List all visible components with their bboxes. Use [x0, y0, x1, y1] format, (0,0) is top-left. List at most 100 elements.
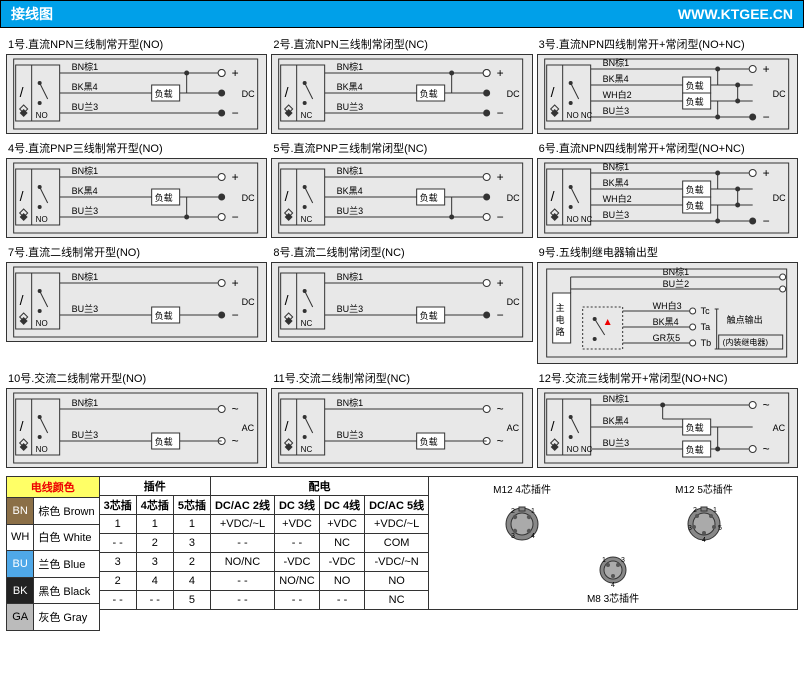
connector-m8-3: 1 3 4 M8 3芯插件	[431, 550, 795, 605]
schematic: / NO NCBN棕1+BK黑4 负载 WH白2 负载 BU兰3−DC	[537, 158, 798, 238]
diagram-2: 2号.直流NPN三线制常闭型(NC) / NCBN棕1+BK黑4 负载 BU兰3…	[271, 34, 532, 134]
svg-text:BN棕1: BN棕1	[337, 271, 364, 282]
svg-text:BU兰3: BU兰3	[602, 437, 629, 448]
diagram-7: 7号.直流二线制常开型(NO) / NOBN棕1+BU兰3− 负载DC	[6, 242, 267, 364]
svg-text:~: ~	[232, 434, 239, 448]
svg-text:负载: 负载	[685, 444, 703, 455]
svg-text:负载: 负载	[420, 192, 438, 203]
swatch-name: 黑色 Black	[34, 577, 99, 604]
svg-text:NO: NO	[36, 319, 48, 328]
diagram-title: 9号.五线制继电器输出型	[537, 242, 798, 262]
svg-text:BU兰3: BU兰3	[602, 209, 629, 220]
swatch-name: 兰色 Blue	[34, 551, 99, 578]
diagram-3: 3号.直流NPN四线制常开+常闭型(NO+NC) / NO NCBN棕1+BK黑…	[537, 34, 798, 134]
svg-text:WH白3: WH白3	[652, 300, 681, 311]
svg-text:Ta: Ta	[700, 322, 710, 332]
diagram-5: 5号.直流PNP三线制常闭型(NC) / NCBN棕1+BK黑4 负载 BU兰3…	[271, 138, 532, 238]
svg-text:负载: 负载	[155, 88, 173, 99]
svg-text:DC: DC	[772, 89, 785, 99]
swatch-code: BK	[7, 577, 34, 604]
plug-table: 插件 3芯插4芯插5芯插 111- -23332244- -- -5	[99, 476, 211, 610]
svg-text:2: 2	[693, 507, 697, 514]
svg-text:BU兰3: BU兰3	[72, 101, 99, 112]
svg-text:负载: 负载	[685, 96, 703, 107]
svg-text:NC: NC	[301, 111, 313, 120]
svg-text:NO: NO	[36, 215, 48, 224]
svg-text:/: /	[20, 188, 24, 204]
svg-text:~: ~	[232, 402, 239, 416]
svg-text:BU兰3: BU兰3	[72, 205, 99, 216]
svg-text:4: 4	[611, 582, 615, 589]
svg-text:BN棕1: BN棕1	[72, 165, 99, 176]
svg-text:+: +	[497, 170, 504, 184]
header-bar: 接线图 WWW.KTGEE.CN	[0, 0, 804, 28]
diagrams-grid: 1号.直流NPN三线制常开型(NO) / NOBN棕1+BK黑4 负载 BU兰3…	[0, 28, 804, 474]
svg-text:电: 电	[555, 314, 564, 325]
diagram-title: 6号.直流NPN四线制常开+常闭型(NO+NC)	[537, 138, 798, 158]
svg-text:WH白2: WH白2	[602, 193, 631, 204]
svg-text:3: 3	[621, 557, 625, 564]
svg-text:触点输出: 触点输出	[726, 314, 762, 325]
diagram-title: 3号.直流NPN四线制常开+常闭型(NO+NC)	[537, 34, 798, 54]
svg-text:BK黑4: BK黑4	[652, 317, 678, 327]
svg-text:负载: 负载	[685, 200, 703, 211]
svg-text:BN棕1: BN棕1	[602, 161, 629, 172]
svg-text:2: 2	[511, 508, 515, 515]
svg-text:−: −	[497, 106, 504, 120]
svg-text:AC: AC	[507, 423, 520, 433]
svg-text:/: /	[285, 188, 289, 204]
svg-text:BN棕1: BN棕1	[72, 61, 99, 72]
diagram-title: 12号.交流三线制常开+常闭型(NO+NC)	[537, 368, 798, 388]
svg-text:BU兰3: BU兰3	[337, 101, 364, 112]
svg-text:/: /	[550, 418, 554, 434]
swatch-code: BN	[7, 498, 34, 525]
svg-text:GR灰5: GR灰5	[652, 332, 680, 343]
svg-text:负载: 负载	[155, 310, 173, 321]
svg-text:WH白2: WH白2	[602, 89, 631, 100]
connector-m12-4: M12 4芯插件 2 1 3 4	[493, 481, 551, 546]
svg-text:BK黑4: BK黑4	[602, 178, 628, 188]
svg-text:−: −	[762, 110, 769, 124]
svg-text:+: +	[232, 276, 239, 290]
svg-text:DC: DC	[242, 297, 255, 307]
svg-text:BU兰3: BU兰3	[72, 429, 99, 440]
svg-text:NC: NC	[301, 215, 313, 224]
diagram-9: 9号.五线制继电器输出型 主电路 BN棕1 BU兰2 WH白3Tc BK黑4Ta…	[537, 242, 798, 364]
svg-text:+: +	[762, 62, 769, 76]
svg-text:−: −	[232, 210, 239, 224]
schematic: / NOBN棕1~BU兰3~ 负载AC	[6, 388, 267, 468]
color-table: 电线颜色 BN 棕色 BrownWH 白色 WhiteBU 兰色 BlueBK …	[6, 476, 100, 631]
svg-text:负载: 负载	[685, 184, 703, 195]
svg-text:BN棕1: BN棕1	[602, 393, 629, 404]
swatch-code: WH	[7, 524, 34, 551]
color-table-header: 电线颜色	[7, 477, 100, 498]
svg-text:NO NC: NO NC	[566, 445, 592, 454]
svg-text:负载: 负载	[155, 436, 173, 447]
svg-text:NO: NO	[36, 111, 48, 120]
svg-text:/: /	[550, 84, 554, 100]
connector-m12-5: M12 5芯插件 2 1 3 5 4	[675, 481, 733, 546]
svg-text:3: 3	[511, 533, 515, 540]
svg-text:1: 1	[602, 557, 606, 564]
svg-text:BU兰2: BU兰2	[662, 278, 689, 289]
schematic: / NCBN棕1+BU兰3− 负载DC	[271, 262, 532, 342]
svg-text:BU兰3: BU兰3	[337, 429, 364, 440]
diagram-12: 12号.交流三线制常开+常闭型(NO+NC) / NO NCBN棕1~BK黑4 …	[537, 368, 798, 468]
schematic: / NOBN棕1+BU兰3− 负载DC	[6, 262, 267, 342]
swatch-name: 白色 White	[34, 524, 99, 551]
svg-text:BK黑4: BK黑4	[602, 416, 628, 426]
diagram-title: 5号.直流PNP三线制常闭型(NC)	[271, 138, 532, 158]
diagram-title: 11号.交流二线制常闭型(NC)	[271, 368, 532, 388]
svg-text:Tb: Tb	[700, 338, 711, 348]
svg-text:−: −	[232, 308, 239, 322]
svg-text:~: ~	[497, 402, 504, 416]
svg-text:BN棕1: BN棕1	[72, 271, 99, 282]
schematic: / NO NCBN棕1+BK黑4 负载 WH白2 负载 BU兰3−DC	[537, 54, 798, 134]
svg-text:BN棕1: BN棕1	[337, 165, 364, 176]
svg-text:~: ~	[762, 398, 769, 412]
svg-text:/: /	[20, 418, 24, 434]
svg-text:负载: 负载	[420, 310, 438, 321]
svg-text:BN棕1: BN棕1	[602, 57, 629, 68]
svg-text:AC: AC	[772, 423, 785, 433]
svg-text:−: −	[497, 308, 504, 322]
